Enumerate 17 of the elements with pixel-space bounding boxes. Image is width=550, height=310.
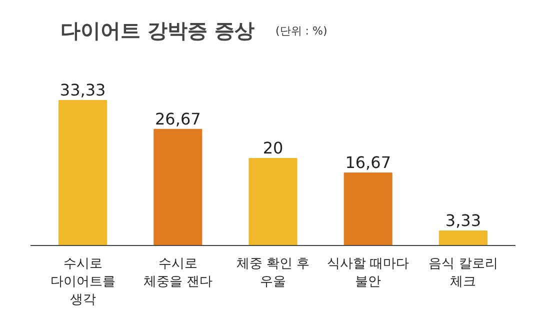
bar — [154, 128, 202, 246]
bar — [438, 230, 488, 246]
data-label: 3,33 — [445, 211, 482, 230]
bar — [58, 100, 108, 246]
bar — [248, 158, 298, 246]
x-tick-label: 체중 확인 후 우울 — [236, 256, 310, 290]
chart-subtitle: (단위 : %) — [276, 24, 328, 38]
data-label: 33,33 — [60, 80, 106, 100]
x-tick-label: 수시로 체중을 잰다 — [143, 256, 212, 290]
x-tick-label: 음식 칼로리 체크 — [428, 256, 498, 290]
bar — [344, 172, 392, 246]
data-label: 20 — [262, 138, 284, 158]
x-tick-label: 식사할 때마다 불안 — [327, 256, 410, 290]
data-label: 16,67 — [345, 152, 392, 172]
chart-title: 다이어트 강박증 증상 — [60, 18, 254, 42]
x-tick-label: 수시로 다이어트를 생각 — [50, 256, 116, 308]
data-label: 26,67 — [155, 109, 201, 128]
